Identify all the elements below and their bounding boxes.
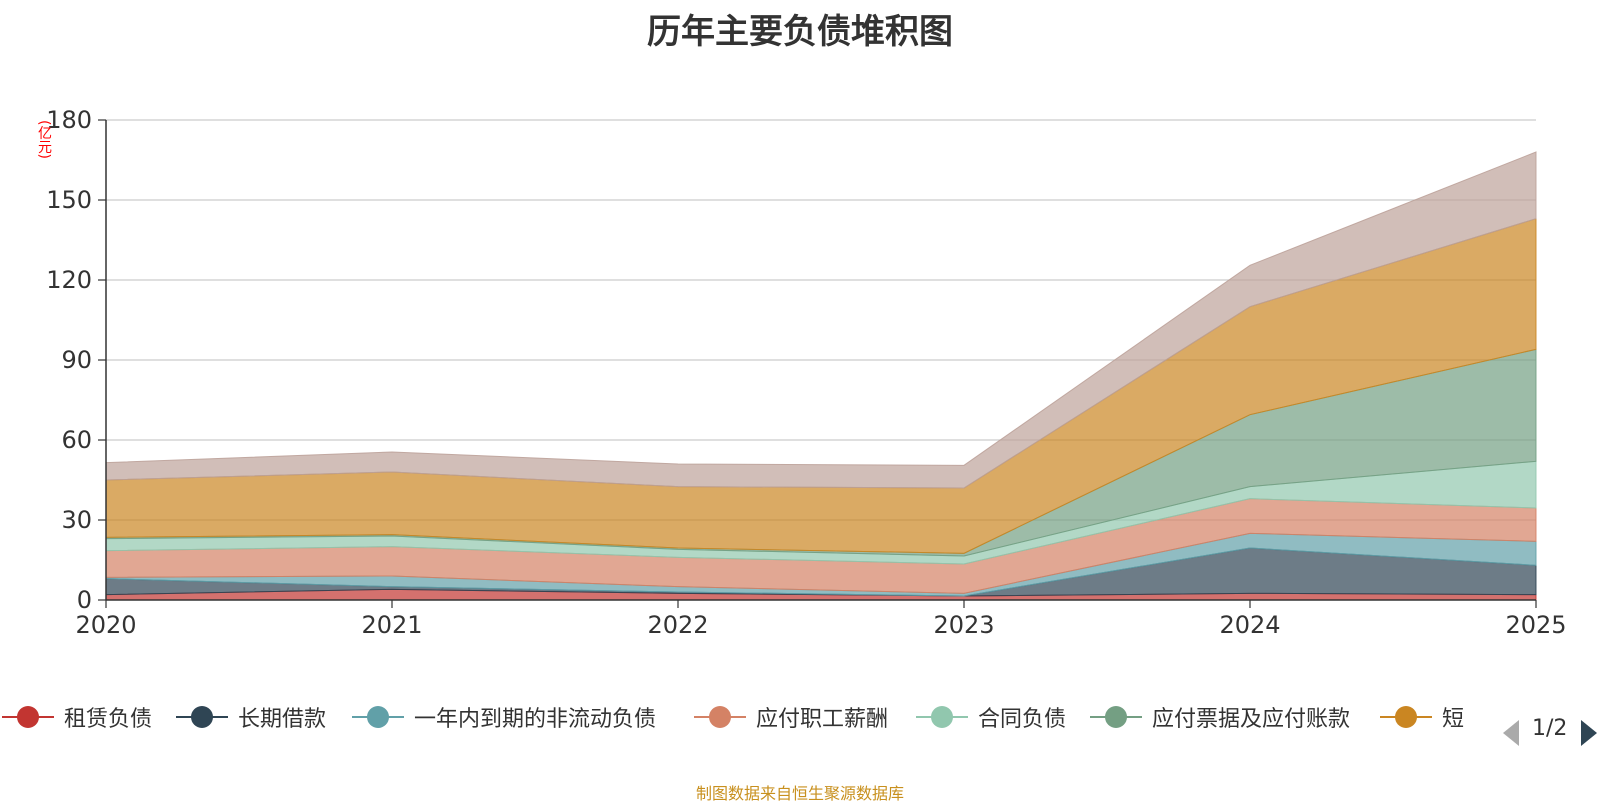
legend-marker-icon — [2, 705, 54, 729]
y-tick-label: 120 — [46, 266, 92, 294]
x-tick-label: 2025 — [1505, 611, 1566, 639]
y-tick-label: 150 — [46, 186, 92, 214]
data-source-footer: 制图数据来自恒生聚源数据库 — [695, 784, 904, 803]
legend-page-indicator: 1/2 — [1532, 716, 1568, 741]
y-tick-label: 30 — [61, 506, 92, 534]
legend-label: 一年内到期的非流动负债 — [414, 707, 657, 732]
legend-label: 长期借款 — [238, 707, 327, 732]
x-tick-label: 2023 — [933, 611, 994, 639]
legend-item-long-term-loans[interactable]: 长期借款 — [176, 700, 326, 734]
x-tick-label: 2021 — [361, 611, 422, 639]
y-axis-unit-label: (亿元) — [36, 120, 52, 159]
y-tick-label: 180 — [46, 106, 92, 134]
legend-marker-icon — [352, 705, 404, 729]
legend: 租赁负债 长期借款 一年内到期的非流动负债 应付职工薪酬 合同负债 应付票据及应… — [0, 700, 1600, 750]
legend-item-contract-liabilities[interactable]: 合同负债 — [916, 700, 1066, 734]
legend-marker-icon — [1380, 705, 1432, 729]
legend-marker-icon — [176, 705, 228, 729]
legend-label: 短 — [1442, 707, 1465, 732]
legend-marker-icon — [694, 705, 746, 729]
y-tick-label: 0 — [77, 586, 92, 614]
x-tick-label: 2020 — [75, 611, 136, 639]
y-tick-label: 90 — [61, 346, 92, 374]
legend-item-employee-payables[interactable]: 应付职工薪酬 — [694, 700, 888, 734]
y-tick-label: 60 — [61, 426, 92, 454]
legend-item-current-noncurrent-liabilities[interactable]: 一年内到期的非流动负债 — [352, 700, 656, 734]
legend-item-notes-accounts-payable[interactable]: 应付票据及应付账款 — [1090, 700, 1350, 734]
legend-label: 合同负债 — [978, 707, 1067, 732]
legend-label: 租赁负债 — [64, 707, 153, 732]
legend-label: 应付职工薪酬 — [756, 707, 889, 732]
x-tick-label: 2024 — [1219, 611, 1280, 639]
legend-prev-page-icon[interactable] — [1500, 718, 1522, 748]
area-series-7 — [105, 151, 1537, 489]
legend-item-lease-liabilities[interactable]: 租赁负债 — [2, 700, 152, 734]
chart-title: 历年主要负债堆积图 — [647, 12, 953, 52]
x-tick-label: 2022 — [647, 611, 708, 639]
legend-marker-icon — [1090, 705, 1142, 729]
legend-next-page-icon[interactable] — [1578, 718, 1600, 748]
legend-item-short-term-loans[interactable]: 短 — [1380, 700, 1464, 734]
legend-label: 应付票据及应付账款 — [1152, 707, 1351, 732]
legend-marker-icon — [916, 705, 968, 729]
